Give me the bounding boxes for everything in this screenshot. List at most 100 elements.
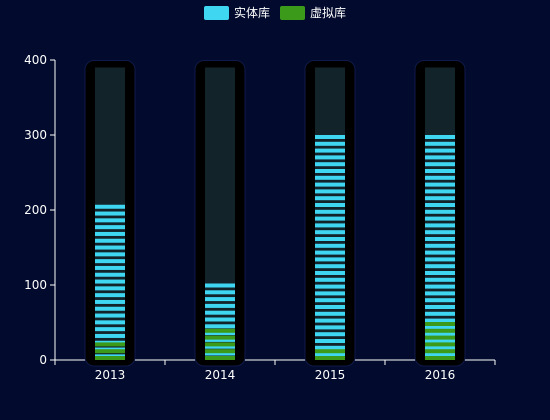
bar-segment (95, 299, 125, 304)
bar-segment (315, 284, 345, 289)
bar-segment (315, 352, 345, 357)
bar-segment (425, 318, 455, 323)
bar-segment (425, 203, 455, 207)
bar-segment (425, 141, 455, 146)
bar-segment (205, 310, 235, 315)
bar-segment (315, 339, 345, 343)
bar-segment (315, 305, 345, 309)
bar-segment (425, 237, 455, 241)
bar-segment (205, 328, 235, 333)
bar-segment (315, 169, 345, 173)
bar-segment (95, 342, 125, 347)
bar-virtual-library-2014 (205, 328, 235, 360)
bar-segment (315, 318, 345, 323)
bar-segment (315, 162, 345, 167)
bar-segment (205, 303, 235, 308)
bar-segment (95, 225, 125, 230)
bar-segment (315, 332, 345, 337)
bar-segment (315, 155, 345, 160)
x-tick-label: 2014 (205, 368, 236, 382)
y-tick-label: 200 (24, 203, 47, 217)
legend-item-virtual-library[interactable]: 虚拟库 (280, 4, 346, 21)
bar-segment (315, 135, 345, 139)
bar-segment (315, 141, 345, 146)
legend-item-physical-library[interactable]: 实体库 (203, 4, 270, 21)
bar-physical-library-2014 (205, 283, 235, 356)
bar-segment (95, 313, 125, 318)
bar-segment (425, 332, 455, 337)
bar-segment (95, 238, 125, 243)
legend-label-virtual-library: 虚拟库 (310, 6, 347, 20)
bar-segment (95, 245, 125, 250)
bar-segment (425, 264, 455, 269)
bar-segment (315, 325, 345, 330)
bar-segment (425, 230, 455, 235)
bar-segment (315, 291, 345, 296)
bar-segment (95, 259, 125, 264)
bar-segment (95, 349, 125, 354)
bar-segment (205, 356, 235, 360)
bar-segment (425, 271, 455, 275)
x-tick-label: 2015 (315, 368, 346, 382)
bar-segment (205, 342, 235, 347)
bar-segment (425, 182, 455, 187)
bar-segment (95, 320, 125, 325)
bar-segment (205, 337, 235, 342)
bar-physical-library-2015 (315, 135, 345, 357)
bar-segment (425, 335, 455, 340)
bar-segment (425, 250, 455, 255)
bar-segment (315, 196, 345, 201)
bar-segment (95, 272, 125, 277)
bar-segment (315, 175, 345, 180)
bar-segment (95, 252, 125, 257)
bar-virtual-library-2015 (315, 349, 345, 360)
bar-segment (425, 305, 455, 309)
bar-segment (315, 257, 345, 262)
bar-track (205, 67, 235, 360)
bar-segment (95, 204, 125, 209)
bar-segment (95, 306, 125, 311)
bar-segment (315, 271, 345, 275)
bar-group-2016 (414, 60, 466, 367)
bar-segment (315, 216, 345, 221)
bar-segment (315, 250, 345, 255)
bar-group-2014 (194, 60, 246, 367)
bar-segment (95, 293, 125, 298)
bar-segment (95, 356, 125, 360)
bar-segment (315, 182, 345, 187)
x-tick-label: 2016 (425, 368, 456, 382)
x-tick-label: 2013 (95, 368, 126, 382)
bar-segment (425, 189, 455, 194)
bar-segment (315, 237, 345, 241)
legend-swatch-physical-library (203, 5, 229, 20)
legend-swatch-virtual-library (280, 5, 305, 20)
bar-segment (425, 162, 455, 167)
bar-segment (425, 298, 455, 303)
bar-segment (425, 349, 455, 354)
bar-segment (205, 349, 235, 354)
y-tick-label: 300 (24, 128, 47, 142)
bar-physical-library-2016 (425, 135, 455, 357)
y-tick-label: 400 (24, 53, 47, 67)
bar-segment (425, 148, 455, 153)
bar-segment (425, 223, 455, 228)
bar-segment (95, 286, 125, 291)
bar-segment (315, 345, 345, 350)
bar-segment (95, 327, 125, 332)
bar-segment (205, 283, 235, 288)
bar-segment (425, 175, 455, 180)
bar-segment (425, 291, 455, 296)
bar-segment (425, 216, 455, 221)
bar-segment (315, 223, 345, 228)
bar-segment (425, 243, 455, 248)
bar-segment (425, 352, 455, 357)
bar-virtual-library-2016 (425, 322, 455, 360)
bar-segment (315, 243, 345, 248)
bar-segment (205, 335, 235, 340)
bar-segment (315, 189, 345, 194)
bar-segment (315, 209, 345, 214)
bar-segment (95, 218, 125, 223)
bar-segment (425, 356, 455, 360)
bar-segment (95, 265, 125, 270)
